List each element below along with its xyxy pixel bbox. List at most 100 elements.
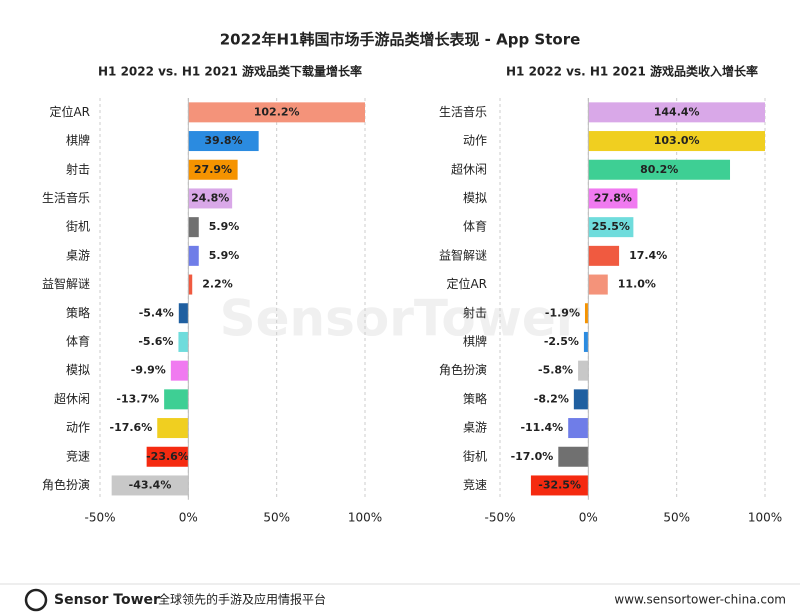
category-label: 益智解谜 bbox=[42, 276, 90, 291]
x-tick-label: 50% bbox=[263, 510, 290, 524]
bar bbox=[111, 475, 189, 496]
category-label: 策略 bbox=[66, 305, 90, 320]
category-label: 角色扮演 bbox=[439, 362, 487, 377]
value-label: 144.4% bbox=[654, 105, 700, 118]
category-label: 体育 bbox=[66, 333, 90, 348]
bar bbox=[188, 274, 193, 295]
bar bbox=[170, 360, 189, 381]
value-label: -2.5% bbox=[544, 335, 579, 348]
bar bbox=[588, 131, 765, 152]
chart-title: 2022年H1韩国市场手游品类增长表现 - App Store bbox=[220, 31, 581, 49]
bar bbox=[146, 446, 189, 467]
category-label: 模拟 bbox=[463, 191, 487, 205]
category-label: 生活音乐 bbox=[42, 190, 90, 205]
value-label: 2.2% bbox=[202, 278, 233, 291]
category-label: 竞速 bbox=[66, 449, 90, 463]
logo bbox=[24, 588, 48, 612]
value-label: -5.4% bbox=[139, 306, 174, 319]
bar bbox=[188, 131, 259, 152]
value-label: 102.2% bbox=[254, 105, 300, 118]
value-label: -43.4% bbox=[129, 478, 172, 491]
bar bbox=[588, 159, 731, 180]
category-label: 射击 bbox=[463, 305, 487, 320]
value-label: -32.5% bbox=[538, 478, 581, 491]
category-label: 益智解谜 bbox=[439, 247, 487, 262]
category-label: 生活音乐 bbox=[439, 104, 487, 119]
category-label: 棋牌 bbox=[463, 334, 487, 348]
category-label: 策略 bbox=[463, 391, 487, 406]
bar bbox=[558, 446, 589, 467]
bars bbox=[111, 102, 365, 496]
bar bbox=[588, 217, 634, 238]
value-label: -23.6% bbox=[146, 450, 189, 463]
bar bbox=[188, 102, 365, 123]
category-label: 超休闲 bbox=[451, 161, 487, 176]
bar bbox=[157, 418, 189, 439]
value-label: 5.9% bbox=[209, 249, 240, 262]
category-label: 超休闲 bbox=[54, 391, 90, 406]
category-label: 定位AR bbox=[49, 104, 90, 119]
value-label: 25.5% bbox=[592, 220, 630, 233]
category-label: 竞速 bbox=[463, 478, 487, 492]
bar bbox=[588, 274, 608, 295]
value-label: 80.2% bbox=[640, 163, 678, 176]
value-label: -9.9% bbox=[131, 364, 166, 377]
subplot-title: H1 2022 vs. H1 2021 游戏品类收入增长率 bbox=[506, 64, 758, 79]
category-label: 街机 bbox=[463, 449, 487, 463]
category-label: 桌游 bbox=[66, 248, 90, 262]
bar bbox=[188, 217, 199, 238]
bar bbox=[188, 245, 199, 266]
bar bbox=[588, 188, 638, 209]
x-tick-label: -50% bbox=[484, 510, 515, 524]
x-tick-label: 0% bbox=[579, 510, 598, 524]
value-label: -17.6% bbox=[110, 421, 153, 434]
value-label: 11.0% bbox=[618, 278, 656, 291]
bar bbox=[583, 331, 589, 352]
value-label: 103.0% bbox=[654, 134, 700, 147]
bar bbox=[568, 418, 589, 439]
category-label: 街机 bbox=[66, 220, 90, 234]
watermark: SensorTower bbox=[220, 290, 581, 348]
bar bbox=[578, 360, 589, 381]
category-label: 定位AR bbox=[446, 276, 487, 291]
bar bbox=[178, 331, 189, 352]
bar bbox=[584, 303, 589, 324]
value-label: 39.8% bbox=[204, 134, 242, 147]
category-label: 角色扮演 bbox=[42, 477, 90, 492]
category-label: 体育 bbox=[463, 219, 487, 234]
x-tick-label: 0% bbox=[179, 510, 198, 524]
bars bbox=[530, 102, 765, 496]
category-label: 动作 bbox=[463, 134, 487, 148]
footer-url: www.sensortower-china.com bbox=[614, 593, 786, 607]
value-label: -8.2% bbox=[534, 392, 569, 405]
value-label: -5.8% bbox=[538, 364, 573, 377]
value-label: 24.8% bbox=[191, 191, 229, 204]
footer-slogan: 全球领先的手游及应用情报平台 bbox=[158, 592, 326, 607]
value-label: 17.4% bbox=[629, 249, 667, 262]
category-label: 桌游 bbox=[463, 421, 487, 435]
bar bbox=[588, 102, 765, 123]
bar bbox=[530, 475, 589, 496]
value-label: -17.0% bbox=[511, 450, 554, 463]
x-tick-label: -50% bbox=[84, 510, 115, 524]
x-tick-label: 100% bbox=[348, 510, 382, 524]
category-label: 动作 bbox=[66, 421, 90, 435]
bar bbox=[188, 159, 238, 180]
x-tick-label: 50% bbox=[663, 510, 690, 524]
value-label: -1.9% bbox=[545, 306, 580, 319]
bar bbox=[588, 245, 620, 266]
bar bbox=[178, 303, 189, 324]
value-label: -13.7% bbox=[116, 392, 159, 405]
x-tick-label: 100% bbox=[748, 510, 782, 524]
value-label: -5.6% bbox=[138, 335, 173, 348]
bar bbox=[573, 389, 589, 410]
subplot-title: H1 2022 vs. H1 2021 游戏品类下载量增长率 bbox=[98, 64, 362, 79]
footer-brand: Sensor Tower bbox=[54, 592, 160, 608]
bar bbox=[188, 188, 233, 209]
category-label: 棋牌 bbox=[66, 134, 90, 148]
category-label: 模拟 bbox=[66, 363, 90, 377]
value-label: 5.9% bbox=[209, 220, 240, 233]
category-label: 射击 bbox=[66, 161, 90, 176]
